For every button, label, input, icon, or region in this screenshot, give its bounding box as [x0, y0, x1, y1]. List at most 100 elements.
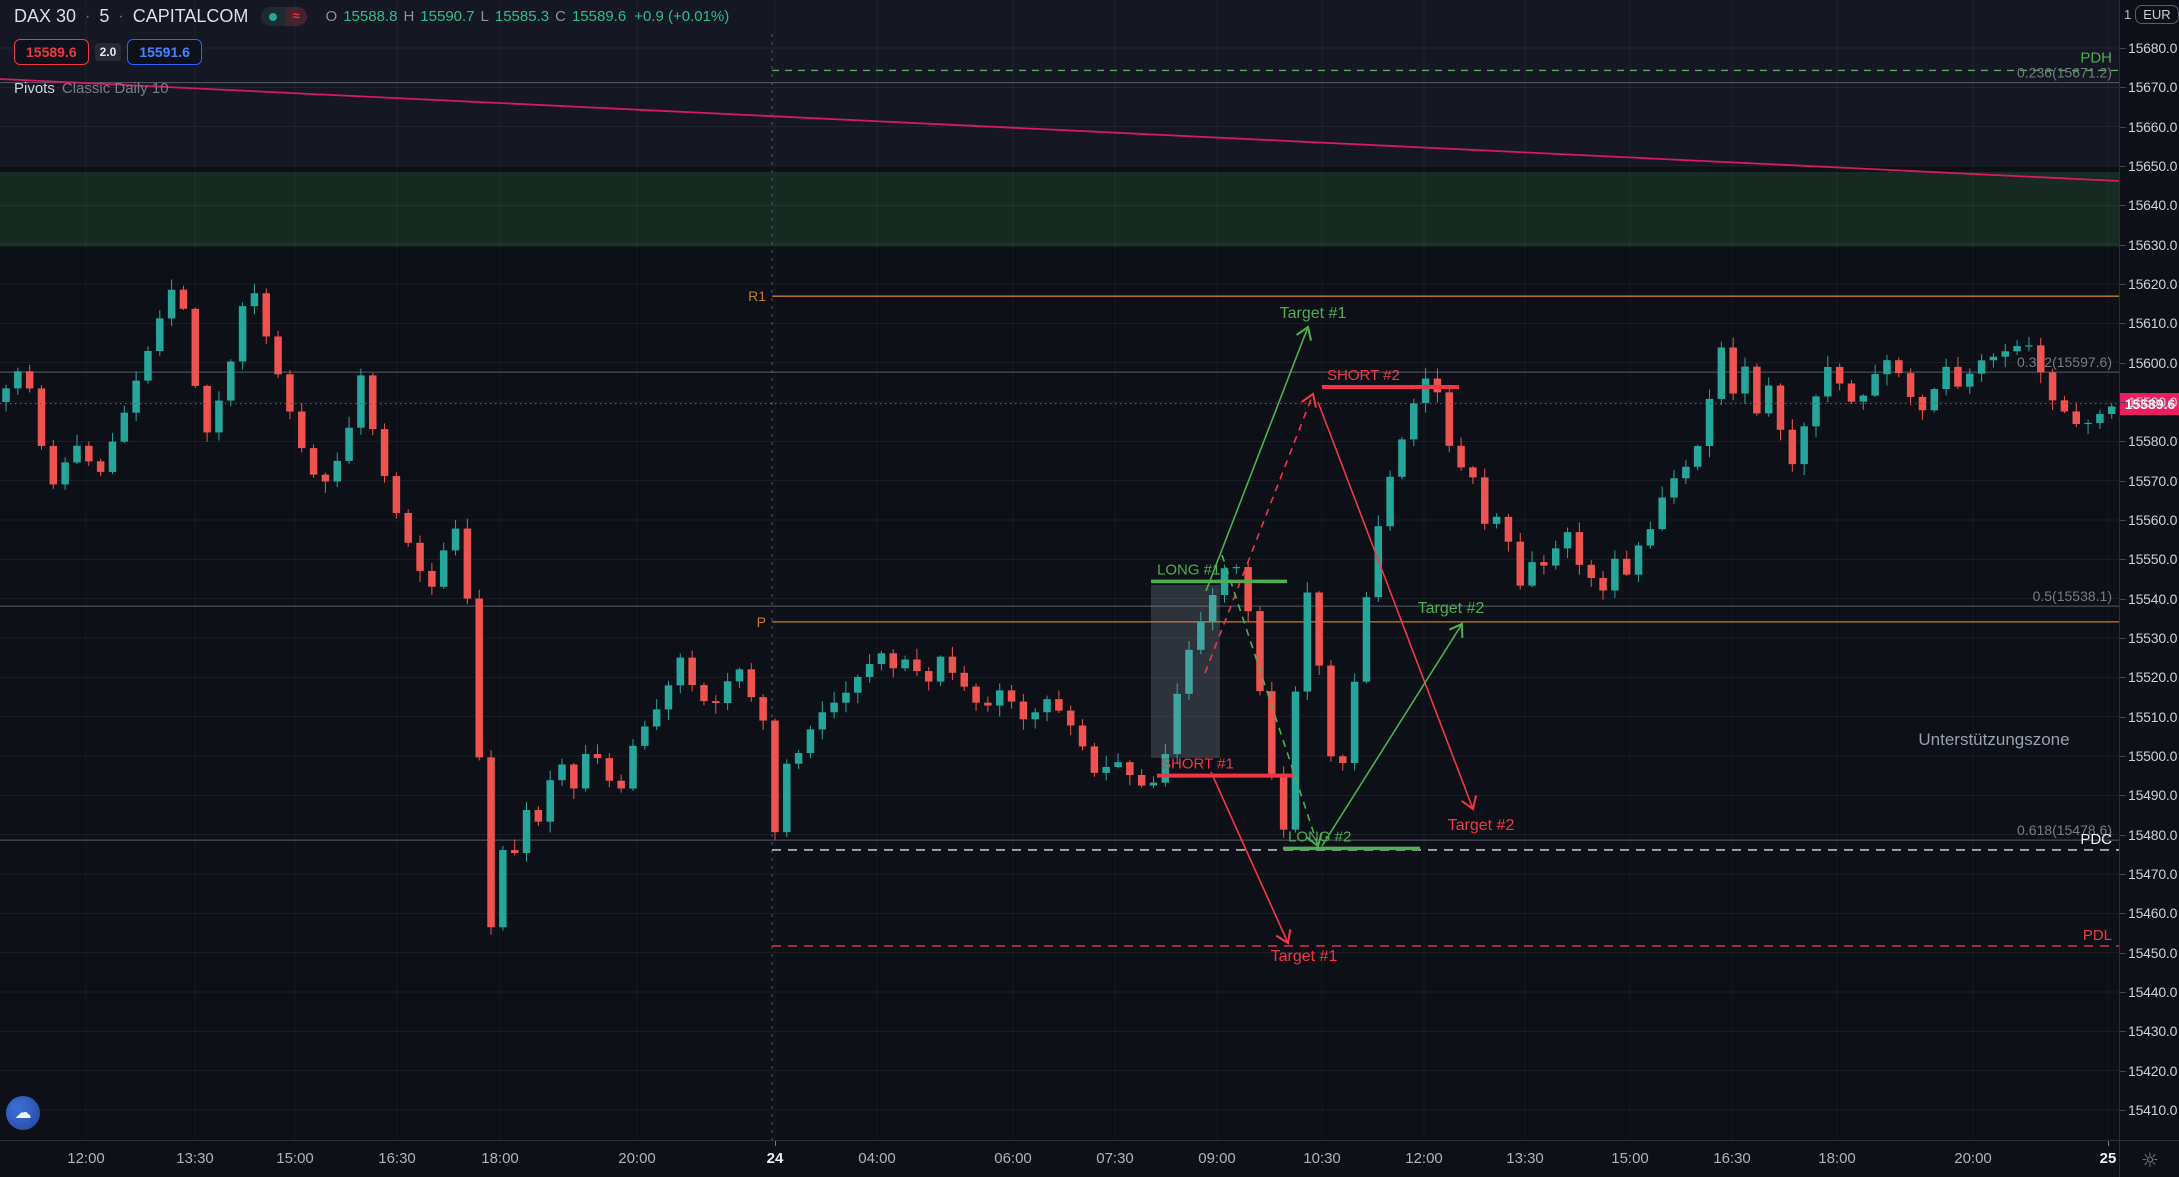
low-value: 15585.3: [494, 8, 550, 25]
time-label: 09:00: [1198, 1150, 1236, 1167]
short2-target2-arrow[interactable]: [1317, 401, 1478, 811]
chart-label[interactable]: Target #1: [1280, 305, 1347, 322]
price-tick-mark: [2120, 834, 2126, 836]
price-change: +0.9 (+0.01%): [634, 8, 730, 25]
price-tick: 15560.0: [2128, 511, 2178, 528]
time-label: 15:00: [276, 1150, 314, 1167]
long2-target2-arrow[interactable]: [1321, 622, 1464, 847]
chart-label[interactable]: Unterstützungszone: [1918, 730, 2069, 749]
price-tick: 15460.0: [2128, 905, 2178, 922]
chart-label[interactable]: Target #2: [1418, 600, 1485, 617]
price-tick: 15630.0: [2128, 236, 2178, 253]
resistance-zone[interactable]: [0, 171, 2119, 247]
buy-button[interactable]: 15591.6: [127, 39, 202, 65]
trendline[interactable]: [0, 78, 2119, 182]
price-tick-mark: [2120, 637, 2126, 639]
session-tick-mark: [775, 1141, 776, 1146]
trade-label[interactable]: LONG #2: [1288, 828, 1351, 845]
price-tick: 15650.0: [2128, 157, 2178, 174]
interval-value[interactable]: 5: [99, 6, 110, 26]
price-tick-mark: [2120, 1031, 2126, 1033]
ohlc-readout: O 15588.8 H 15590.7 L 15585.3 C 15589.6 +0.9…: [326, 8, 730, 25]
price-tick-mark: [2120, 873, 2126, 875]
last-price-chip: 15589.6: [2120, 392, 2179, 415]
market-status-toggle[interactable]: ≈: [261, 7, 307, 26]
level-label-fib-0618: 0.618(15478.6): [2017, 822, 2112, 838]
price-tick: 15410.0: [2128, 1101, 2178, 1118]
price-tick-mark: [2120, 47, 2126, 49]
price-tick-mark: [2120, 283, 2126, 285]
high-value: 15590.7: [420, 8, 475, 25]
price-tick-mark: [2120, 1070, 2126, 1072]
wave-icon: ≈: [292, 8, 300, 23]
price-tick: 15570.0: [2128, 472, 2178, 489]
price-tick: 15430.0: [2128, 1023, 2178, 1040]
entry-zone-box[interactable]: [1151, 584, 1220, 758]
price-tick-mark: [2120, 87, 2126, 89]
candle-series: [2, 279, 2116, 935]
time-label: 04:00: [858, 1150, 896, 1167]
indicator-legend[interactable]: Pivots Classic Daily 10: [14, 80, 169, 97]
exchange-name[interactable]: CAPITALCOM: [132, 6, 249, 26]
cloud-icon: ☁: [14, 1103, 32, 1123]
time-label: 13:30: [176, 1150, 214, 1167]
delayed-data-badge: ≈: [285, 7, 307, 26]
level-label-fib-05: 0.5(15538.1): [2033, 588, 2112, 604]
price-tick: 15590.0: [2128, 393, 2178, 410]
price-tick-mark: [2120, 913, 2126, 915]
trade-label[interactable]: SHORT #1: [1161, 756, 1234, 773]
axis-unit-row: 1 EUR: [2124, 5, 2179, 24]
trade-label[interactable]: SHORT #2: [1327, 367, 1400, 384]
chart-label[interactable]: Target #1: [1271, 948, 1338, 965]
open-label: O: [325, 8, 338, 25]
trade-label[interactable]: LONG #1: [1157, 561, 1220, 578]
price-axis[interactable]: 1 EUR 15589.6 15680.0 15670.0 15660.0 15650…: [2119, 0, 2179, 1140]
level-label-fib-0236: 0.236(15671.2): [2017, 65, 2112, 81]
price-tick: 15450.0: [2128, 944, 2178, 961]
price-tick-mark: [2120, 519, 2126, 521]
price-tick: 15500.0: [2128, 747, 2178, 764]
short2-entry-path[interactable]: [1204, 392, 1318, 674]
axis-settings-corner[interactable]: ☼: [2119, 1140, 2179, 1177]
session-tick-mark: [2108, 1141, 2109, 1146]
theme-icon[interactable]: ☼: [2141, 1147, 2159, 1172]
price-tick-mark: [2120, 755, 2126, 757]
long1-target1-arrow[interactable]: [1205, 325, 1313, 592]
close-value: 15589.6: [571, 8, 627, 25]
low-label: L: [480, 8, 489, 25]
price-tick-mark: [2120, 323, 2126, 325]
price-tick-mark: [2120, 126, 2126, 128]
level-label-pdc: PDC: [2080, 831, 2112, 848]
unit-prefix: 1: [2124, 7, 2132, 22]
price-tick-mark: [2120, 205, 2126, 207]
time-label: 16:30: [378, 1150, 416, 1167]
price-tick: 15640.0: [2128, 197, 2178, 214]
price-tick: 15440.0: [2128, 983, 2178, 1000]
price-tick: 15670.0: [2128, 79, 2178, 96]
broker-logo[interactable]: ☁: [6, 1096, 40, 1130]
time-label: 18:00: [481, 1150, 519, 1167]
trade-panel: 15589.6 2.0 15591.6: [14, 39, 202, 65]
time-label: 20:00: [1954, 1150, 1992, 1167]
chart-label[interactable]: Target #2: [1448, 817, 1515, 834]
price-tick-mark: [2120, 165, 2126, 167]
price-tick: 15610.0: [2128, 315, 2178, 332]
time-label: 13:30: [1506, 1150, 1544, 1167]
price-tick-mark: [2120, 362, 2126, 364]
symbol-name[interactable]: DAX 30: [14, 6, 77, 26]
price-tick: 15530.0: [2128, 629, 2178, 646]
price-tick: 15580.0: [2128, 433, 2178, 450]
price-tick-mark: [2120, 441, 2126, 443]
sell-button[interactable]: 15589.6: [14, 39, 89, 65]
time-label: 06:00: [994, 1150, 1032, 1167]
price-tick-mark: [2120, 598, 2126, 600]
time-axis[interactable]: 12:00 13:30 15:00 16:30 18:00 20:00 24 04:00 06:…: [0, 1140, 2119, 1177]
price-tick-mark: [2120, 991, 2126, 993]
close-label: C: [555, 8, 566, 25]
short1-target1-arrow[interactable]: [1210, 771, 1292, 945]
currency-unit-button[interactable]: EUR: [2135, 5, 2179, 24]
time-label: 07:30: [1096, 1150, 1134, 1167]
price-tick: 15510.0: [2128, 708, 2178, 725]
